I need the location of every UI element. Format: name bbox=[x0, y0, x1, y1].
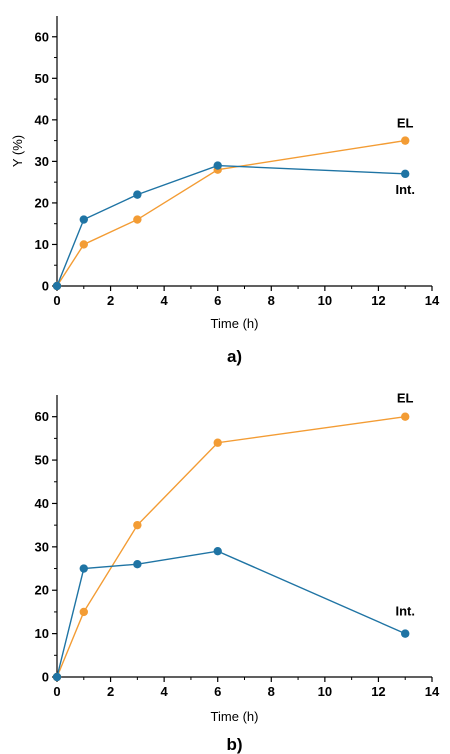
panel-label: b) bbox=[226, 735, 242, 754]
y-tick-label: 10 bbox=[35, 626, 49, 641]
series-label-int: Int. bbox=[395, 182, 415, 197]
y-tick-label: 0 bbox=[42, 279, 49, 294]
x-axis-title: Time (h) bbox=[211, 316, 259, 331]
y-tick-label: 30 bbox=[35, 154, 49, 169]
data-point-int bbox=[133, 190, 142, 199]
x-tick-label: 8 bbox=[268, 684, 275, 699]
data-point-int bbox=[401, 169, 410, 179]
y-tick-label: 0 bbox=[42, 670, 49, 685]
data-point-int bbox=[52, 281, 62, 291]
series-line-el bbox=[56, 139, 406, 287]
y-tick-label: 10 bbox=[35, 237, 49, 252]
x-tick-label: 6 bbox=[214, 293, 221, 308]
data-point-int bbox=[213, 546, 222, 556]
x-tick-label: 4 bbox=[161, 293, 169, 308]
data-point-int bbox=[213, 161, 222, 170]
y-tick-label: 30 bbox=[35, 539, 49, 554]
data-point-int bbox=[52, 672, 62, 682]
x-tick-label: 12 bbox=[371, 293, 385, 308]
x-tick-label: 2 bbox=[107, 684, 114, 699]
y-axis-title: Y (%) bbox=[10, 135, 25, 167]
x-tick-label: 4 bbox=[161, 684, 169, 699]
y-tick-label: 60 bbox=[35, 409, 49, 424]
data-point-int bbox=[79, 564, 88, 573]
x-tick-label: 10 bbox=[318, 293, 332, 308]
y-tick-label: 50 bbox=[35, 453, 49, 468]
data-point-int bbox=[401, 629, 410, 638]
y-tick-label: 40 bbox=[35, 112, 49, 127]
x-tick-label: 12 bbox=[371, 684, 385, 699]
x-tick-label: 0 bbox=[53, 684, 60, 699]
x-tick-label: 2 bbox=[107, 293, 114, 308]
x-axis-title: Time (h) bbox=[211, 709, 259, 724]
series-label-el: EL bbox=[397, 116, 414, 131]
x-tick-label: 10 bbox=[318, 684, 332, 699]
data-point-el bbox=[79, 240, 88, 249]
data-point-el bbox=[79, 607, 88, 617]
y-tick-label: 40 bbox=[35, 496, 49, 511]
data-point-el bbox=[401, 136, 410, 145]
series-line-int bbox=[56, 164, 406, 287]
y-tick-label: 20 bbox=[35, 583, 49, 598]
data-point-el bbox=[133, 520, 142, 530]
x-tick-label: 14 bbox=[425, 293, 440, 308]
y-tick-label: 60 bbox=[35, 29, 49, 44]
data-point-el bbox=[213, 438, 222, 447]
y-tick-label: 20 bbox=[35, 195, 49, 210]
data-point-el bbox=[401, 412, 410, 421]
x-tick-label: 8 bbox=[268, 293, 275, 308]
chart-panel-a: 0 2 4 6 8 10 12 14 0 10 20 30 40 50 60 Time (h) Y (%) EL I… bbox=[10, 16, 440, 366]
y-tick-label: 50 bbox=[35, 71, 49, 86]
data-point-int bbox=[79, 215, 88, 224]
x-tick-label: 0 bbox=[53, 293, 60, 308]
x-tick-label: 14 bbox=[425, 684, 440, 699]
data-point-int bbox=[133, 560, 142, 569]
x-tick-label: 6 bbox=[214, 684, 221, 699]
series-line-el bbox=[56, 415, 406, 678]
data-point-el bbox=[133, 215, 142, 224]
chart-panel-b: 0 2 4 6 8 10 12 14 0 10 20 30 40 50 60 Time (h) EL Int. b) bbox=[35, 391, 440, 754]
series-label-el: EL bbox=[397, 391, 414, 406]
series-label-int: Int. bbox=[395, 604, 415, 619]
panel-label: a) bbox=[227, 347, 242, 366]
